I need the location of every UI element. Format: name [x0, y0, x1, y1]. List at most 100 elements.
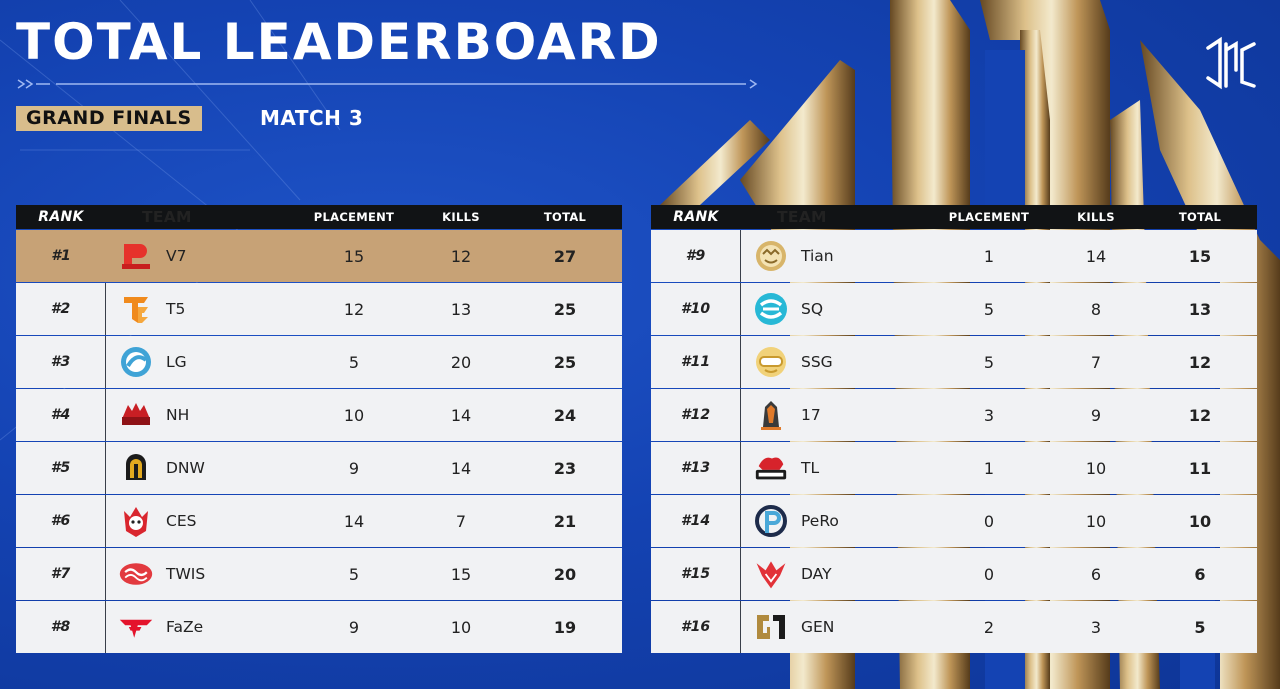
total: 21 [553, 511, 577, 531]
kills: 10 [450, 617, 472, 637]
table-header: RANK TEAM PLACEMENT KILLS TOTAL [16, 205, 622, 229]
team-name: SQ [801, 300, 824, 318]
rank: #14 [651, 495, 741, 547]
kills: 7 [1090, 352, 1102, 372]
placement: 1 [983, 458, 995, 478]
table-header: RANK TEAM PLACEMENT KILLS TOTAL [651, 205, 1257, 229]
rank: #6 [16, 495, 106, 547]
table-row: #12 17 3 9 12 [651, 389, 1257, 441]
placement: 14 [343, 511, 365, 531]
team-cell: 17 [741, 397, 929, 433]
rank: #1 [51, 248, 71, 264]
tl-logo-icon [753, 450, 789, 486]
kills: 8 [1090, 299, 1102, 319]
header-rank: RANK [673, 209, 719, 225]
twis-logo-icon [118, 556, 154, 592]
team-cell: CES [106, 503, 294, 539]
v7-logo-icon [118, 238, 154, 274]
table-row: #16 GEN 2 3 5 [651, 601, 1257, 653]
placement: 5 [983, 352, 995, 372]
total: 25 [553, 352, 577, 372]
stage-badge: GRAND FINALS [16, 106, 202, 131]
kills: 7 [455, 511, 467, 531]
placement: 12 [343, 299, 365, 319]
team-name: TWIS [166, 565, 206, 583]
kills: 10 [1085, 511, 1107, 531]
kills: 14 [450, 405, 472, 425]
kills: 14 [450, 458, 472, 478]
ces-logo-icon [118, 503, 154, 539]
team-name: LG [166, 353, 187, 371]
table-row: #1 V7 15 12 27 [16, 230, 622, 282]
header-team: TEAM [777, 208, 827, 226]
faze-logo-icon [118, 609, 154, 645]
total: 11 [1188, 458, 1212, 478]
rank: #15 [651, 548, 741, 600]
header-rank: RANK [38, 209, 84, 225]
header-team: TEAM [142, 208, 192, 226]
team-cell: NH [106, 397, 294, 433]
kills: 9 [1090, 405, 1102, 425]
team-cell: TL [741, 450, 929, 486]
team-cell: DAY [741, 556, 929, 592]
team-name: DNW [166, 459, 205, 477]
title-divider [17, 79, 758, 89]
team-cell: T5 [106, 291, 294, 327]
rank: #12 [651, 389, 741, 441]
table-row: #14 PeRo 0 10 10 [651, 495, 1257, 547]
team-name: CES [166, 512, 197, 530]
rank: #9 [651, 230, 741, 282]
dnw-logo-icon [118, 450, 154, 486]
team-cell: SSG [741, 344, 929, 380]
total: 20 [553, 564, 577, 584]
team-name: GEN [801, 618, 835, 636]
total: 19 [553, 617, 577, 637]
team-cell: SQ [741, 291, 929, 327]
total: 5 [1194, 617, 1206, 637]
rank: #5 [16, 442, 106, 494]
total: 6 [1194, 564, 1206, 584]
rank: #3 [16, 336, 106, 388]
rank: #4 [16, 389, 106, 441]
table-row: #15 DAY 0 6 6 [651, 548, 1257, 600]
rank: #7 [16, 548, 106, 600]
table-row: #2 T5 12 13 25 [16, 283, 622, 335]
total: 27 [553, 246, 577, 266]
total: 12 [1188, 405, 1212, 425]
total: 12 [1188, 352, 1212, 372]
kills: 6 [1090, 564, 1102, 584]
team-name: T5 [166, 300, 186, 318]
kills: 3 [1090, 617, 1102, 637]
nh-logo-icon [118, 397, 154, 433]
team-cell: Tian [741, 238, 929, 274]
leaderboard-left: RANK TEAM PLACEMENT KILLS TOTAL #1 V7 15… [16, 205, 622, 653]
ssg-logo-icon [753, 344, 789, 380]
team-name: DAY [801, 565, 832, 583]
page-title: TOTAL LEADERBOARD [16, 13, 662, 71]
table-row: #10 SQ 5 8 13 [651, 283, 1257, 335]
table-row: #3 LG 5 20 25 [16, 336, 622, 388]
total: 24 [553, 405, 577, 425]
table-row: #13 TL 1 10 11 [651, 442, 1257, 494]
rank: #11 [651, 336, 741, 388]
placement: 9 [348, 617, 360, 637]
team-name: 17 [801, 406, 821, 424]
header-kills: KILLS [1077, 210, 1115, 224]
team-cell: DNW [106, 450, 294, 486]
lg-logo-icon [118, 344, 154, 380]
team-cell: TWIS [106, 556, 294, 592]
17-logo-icon [753, 397, 789, 433]
rank: #2 [16, 283, 106, 335]
total: 10 [1188, 511, 1212, 531]
table-row: #5 DNW 9 14 23 [16, 442, 622, 494]
placement: 5 [983, 299, 995, 319]
placement: 5 [348, 564, 360, 584]
rank: #13 [651, 442, 741, 494]
table-row: #9 Tian 1 14 15 [651, 230, 1257, 282]
team-cell: PeRo [741, 503, 929, 539]
team-cell: FaZe [106, 609, 294, 645]
header-placement: PLACEMENT [948, 210, 1030, 224]
team-name: TL [801, 459, 820, 477]
table-row: #11 SSG 5 7 12 [651, 336, 1257, 388]
placement: 5 [348, 352, 360, 372]
